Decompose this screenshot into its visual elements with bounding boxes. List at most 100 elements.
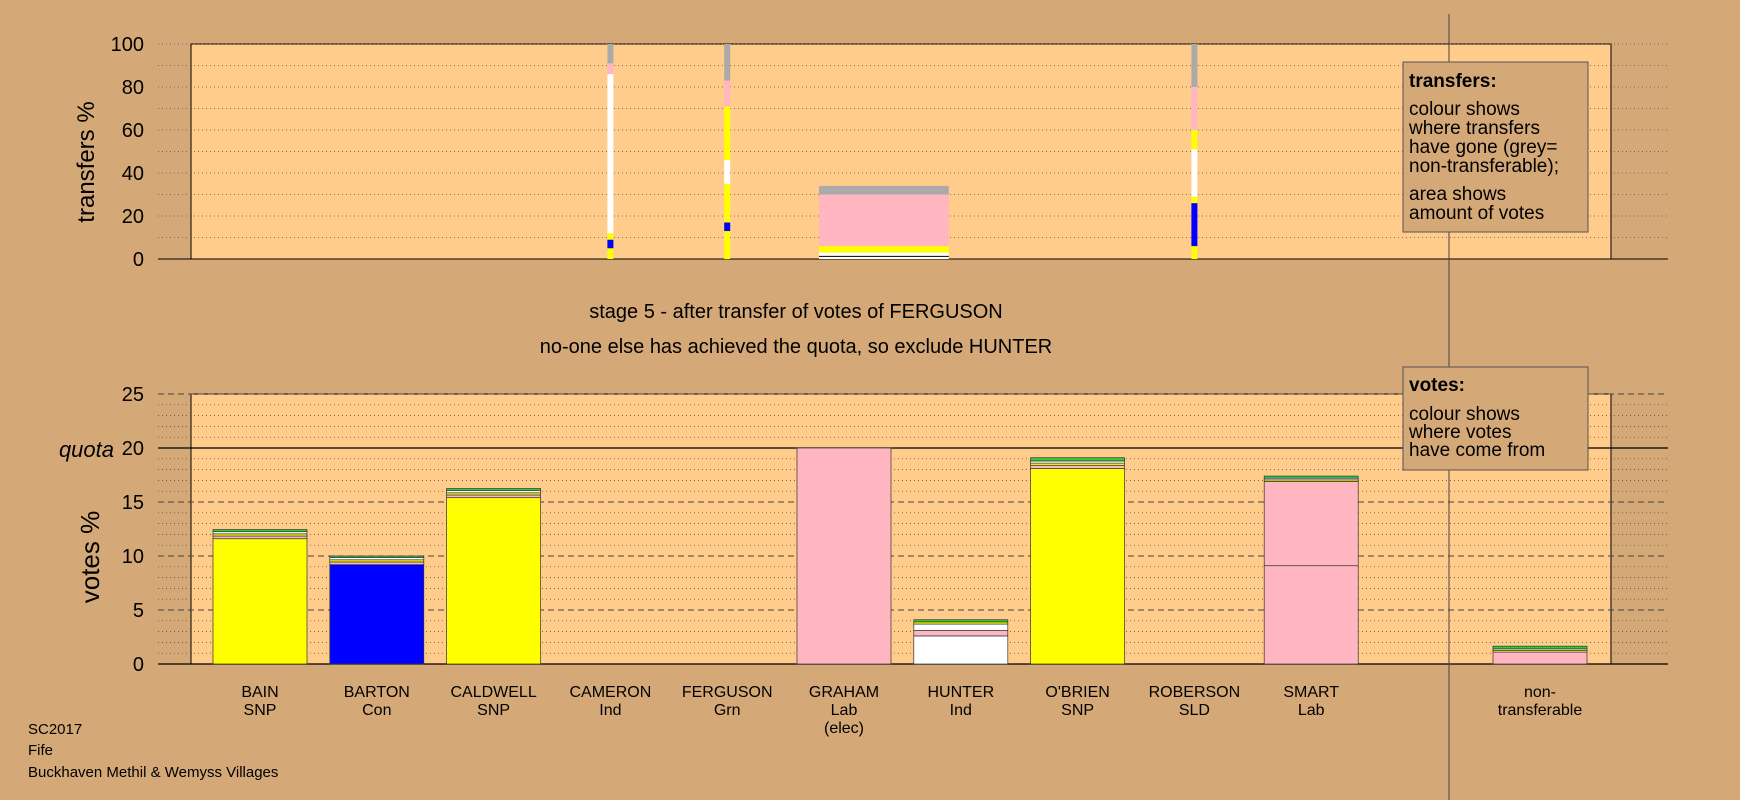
vote-segment-obrien [1030,457,1125,462]
votes-y-tick-label: 15 [122,492,144,514]
transfers-legend: transfers: colour shows where transfers … [1402,61,1589,233]
transfer-block-segment [819,246,949,253]
candidate-label: SNP [1061,702,1094,719]
transfers-legend-line-4: non-transferable); [1409,156,1559,177]
vote-segment-barton [329,555,425,558]
transfers-legend-line-6: amount of votes [1409,203,1544,224]
votes-legend-title: votes: [1409,375,1465,396]
votes-legend-line-1: colour shows [1409,404,1520,425]
transfer-segment-cameron [607,233,614,240]
candidate-label: SNP [244,702,277,719]
transfer-segment-cameron [607,63,614,75]
transfer-segment-cameron [607,44,614,64]
nontransferable-label: non- [1524,684,1556,701]
transfers-y-tick-label: 0 [133,249,144,271]
transfers-y-ticks: 0 20 40 60 80 100 [111,34,144,271]
transfers-legend-line-3: have gone (grey= [1409,137,1557,158]
votes-legend-line-2: where votes [1408,422,1511,443]
votes-legend: votes: colour shows where votes have com… [1402,366,1589,471]
transfer-segment-cameron [607,248,614,259]
candidate-label: BARTON [344,684,410,701]
transfer-segment-ferguson [724,106,731,161]
transfer-block-segment [819,194,949,247]
vote-segment-smart [1263,475,1359,479]
transfer-block-segment [819,255,949,257]
candidate-label: FERGUSON [682,684,773,701]
vote-segment-smart [1263,565,1359,665]
vote-segment-hunter [913,623,1009,631]
transfer-segment-roberson [1191,87,1198,130]
transfers-legend-line-2: where transfers [1408,118,1540,139]
vote-segment-hunter [913,630,1009,637]
transfer-segment-ferguson [724,44,731,81]
vote-segment-caldwell [446,488,541,492]
footer-line-1: SC2017 [28,721,82,738]
transfers-y-tick-label: 60 [122,120,144,142]
quota-label: quota [59,437,114,462]
candidate-label: SNP [477,702,510,719]
transfer-segment-roberson [1191,130,1198,150]
vote-segment-obrien [1030,468,1125,665]
votes-y-tick-label: 5 [133,600,144,622]
votes-y-tick-label: 25 [122,384,144,406]
vote-segment-obrien [1030,464,1125,469]
transfer-segment-roberson [1191,203,1198,247]
candidate-label: SMART [1283,684,1339,701]
stage-title: stage 5 - after transfer of votes of FER… [589,301,1003,323]
transfer-segment-cameron [607,239,614,249]
vote-segment-barton [329,564,425,665]
candidate-label: CAMERON [570,684,652,701]
transfer-block-segment [819,252,949,256]
transfer-segment-ferguson [724,183,731,223]
candidate-label: Ind [599,702,621,719]
candidate-label: ROBERSON [1149,684,1241,701]
candidate-label: Grn [714,702,741,719]
transfer-block [819,185,949,259]
vote-segment-hunter [913,635,1009,665]
stage-subtitle: no-one else has achieved the quota, so e… [540,336,1053,358]
transfers-y-tick-label: 80 [122,77,144,99]
transfers-y-tick-label: 40 [122,163,144,185]
votes-y-tick-label: 20 [122,438,144,460]
transfer-block-segment [819,256,949,259]
candidate-label: Ind [950,702,972,719]
candidate-label: HUNTER [927,684,994,701]
transfers-y-axis-label: transfers % [73,101,100,222]
transfer-segment-roberson [1191,149,1198,197]
transfer-block-segment [819,185,949,195]
vote-segment-barton [329,561,425,565]
transfers-legend-line-5: area shows [1409,184,1506,205]
vote-segment-hunter [913,619,1009,623]
candidate-label: Lab [1298,702,1325,719]
vote-segment-graham [796,447,892,665]
vote-segment-bain [212,535,308,540]
transfer-thin-bars [607,44,1198,259]
vote-segment-caldwell [446,497,541,665]
votes-legend-box [1402,366,1589,471]
vote-segment-nontransferable [1492,651,1588,665]
vote-segment-bain [212,529,308,533]
vote-segment-smart [1263,481,1359,567]
vote-segment-caldwell [446,494,541,499]
candidate-label: O'BRIEN [1045,684,1109,701]
candidate-labels: BAINSNPBARTONConCALDWELLSNPCAMERONIndFER… [241,684,1582,737]
transfers-y-tick-label: 20 [122,206,144,228]
candidate-label: Lab [831,702,858,719]
votes-plot-area [190,393,1612,665]
vote-segment-bain [212,538,308,665]
transfer-segment-ferguson [724,222,731,232]
candidate-label: GRAHAM [809,684,879,701]
candidate-label: (elec) [824,720,864,737]
votes-legend-line-3: have come from [1409,440,1545,461]
footer-line-2: Fife [28,742,53,759]
transfer-segment-ferguson [724,160,731,184]
nontransferable-label: transferable [1498,702,1583,719]
candidate-label: Con [362,702,391,719]
votes-y-axis-label: votes % [75,511,105,604]
transfer-segment-roberson [1191,246,1198,259]
votes-bars [212,447,1588,665]
transfers-legend-title: transfers: [1409,71,1497,92]
transfers-legend-line-1: colour shows [1409,99,1520,120]
